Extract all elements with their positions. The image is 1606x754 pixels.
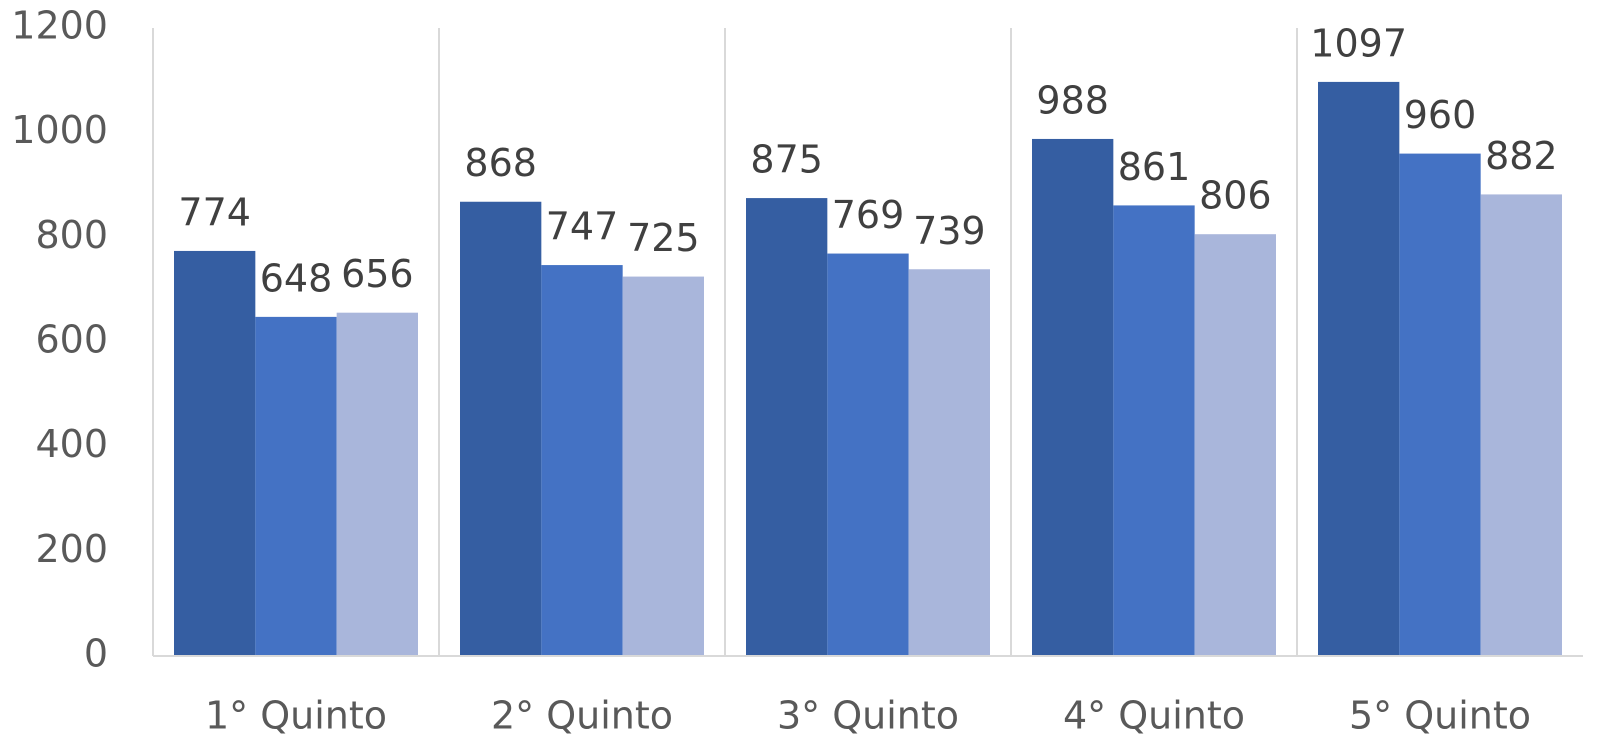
- data-label: 739: [913, 209, 986, 253]
- bar: [1318, 81, 1400, 657]
- bar: [1194, 234, 1276, 656]
- x-tick-label: 1° Quinto: [205, 694, 387, 738]
- data-label: 988: [1036, 78, 1109, 122]
- data-label: 656: [341, 252, 414, 296]
- bar: [746, 198, 828, 657]
- data-label: 774: [178, 190, 251, 234]
- x-tick-label: 4° Quinto: [1063, 694, 1245, 738]
- bar: [460, 201, 542, 656]
- data-label: 875: [750, 138, 823, 182]
- data-label: 868: [464, 141, 537, 185]
- data-label: 861: [1118, 145, 1191, 189]
- data-label: 806: [1199, 174, 1272, 218]
- y-tick-label: 800: [35, 213, 108, 257]
- bar: [336, 312, 418, 656]
- bar: [1480, 194, 1562, 657]
- data-label: 747: [546, 205, 619, 249]
- bar: [1399, 153, 1481, 656]
- bar: [541, 265, 623, 656]
- data-label: 648: [260, 256, 333, 300]
- y-tick-label: 0: [84, 632, 108, 676]
- y-tick-label: 200: [35, 527, 108, 571]
- y-tick-label: 600: [35, 318, 108, 362]
- x-tick-label: 3° Quinto: [777, 694, 959, 738]
- bar: [1032, 138, 1114, 657]
- bar: [1113, 205, 1195, 656]
- bar: [255, 316, 337, 656]
- y-tick-label: 1200: [11, 4, 108, 48]
- y-tick-label: 1000: [11, 108, 108, 152]
- x-tick-label: 5° Quinto: [1349, 694, 1531, 738]
- data-label: 769: [832, 193, 905, 237]
- bar: [827, 253, 909, 656]
- y-tick-label: 400: [35, 422, 108, 466]
- data-label: 725: [627, 216, 700, 260]
- data-label: 1097: [1310, 21, 1407, 65]
- x-tick-label: 2° Quinto: [491, 694, 673, 738]
- bar: [908, 269, 990, 656]
- bar: [174, 250, 256, 656]
- data-label: 882: [1485, 134, 1558, 178]
- bar: [622, 276, 704, 656]
- data-label: 960: [1404, 93, 1477, 137]
